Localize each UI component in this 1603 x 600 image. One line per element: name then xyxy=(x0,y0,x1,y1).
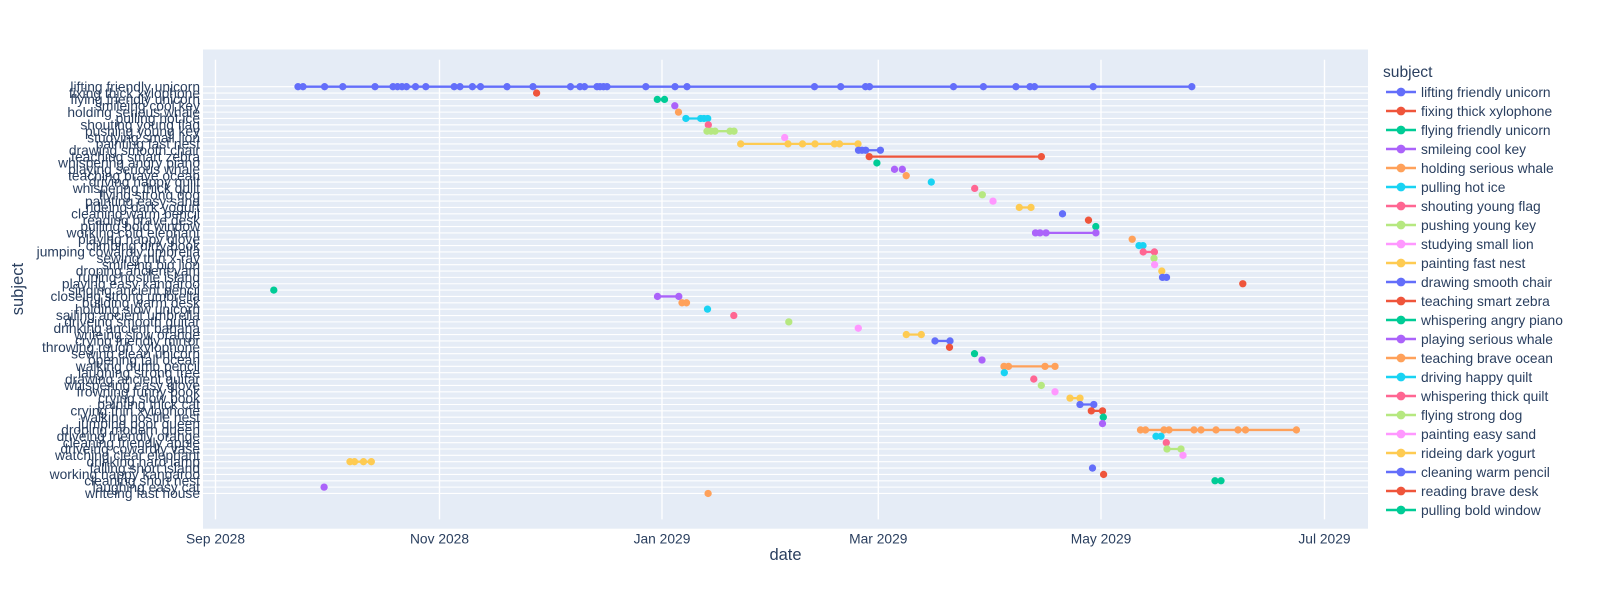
svg-text:climbing dirty book: climbing dirty book xyxy=(86,238,200,253)
svg-text:subject: subject xyxy=(9,263,27,316)
svg-text:lifting friendly unicorn: lifting friendly unicorn xyxy=(70,79,200,94)
svg-text:cleaning warm pencil: cleaning warm pencil xyxy=(1421,465,1550,480)
svg-text:painting easy sand: painting easy sand xyxy=(85,194,200,209)
svg-text:walking hostile nest: walking hostile nest xyxy=(79,410,200,425)
svg-text:painting thick cat: painting thick cat xyxy=(97,397,200,412)
svg-text:droping ancient yam: droping ancient yam xyxy=(76,264,200,279)
svg-text:opening tall ocean: opening tall ocean xyxy=(88,353,200,368)
svg-text:rideing dark yogurt: rideing dark yogurt xyxy=(1421,446,1535,461)
svg-text:sewing thin x-ray: sewing thin x-ray xyxy=(96,251,200,266)
svg-text:holding serious whale: holding serious whale xyxy=(1421,161,1554,176)
svg-text:drinking hard lamp: drinking hard lamp xyxy=(86,454,200,469)
svg-text:drawing smooth chair: drawing smooth chair xyxy=(1421,275,1553,290)
svg-text:flying strong dog: flying strong dog xyxy=(1421,408,1522,423)
svg-text:drawing ancient guitar: drawing ancient guitar xyxy=(65,372,200,387)
svg-text:pushing young key: pushing young key xyxy=(85,124,200,139)
svg-text:pulling hot ice: pulling hot ice xyxy=(1421,180,1506,195)
svg-text:droping modern queen: droping modern queen xyxy=(61,423,200,438)
svg-text:playing happy glove: playing happy glove xyxy=(78,232,200,247)
svg-text:whispering angry piano: whispering angry piano xyxy=(57,156,200,171)
svg-text:whispering thick quilt: whispering thick quilt xyxy=(72,181,200,196)
svg-text:walking dumb pencil: walking dumb pencil xyxy=(75,359,200,374)
svg-text:subject: subject xyxy=(1383,64,1433,81)
svg-text:smileing big lion: smileing big lion xyxy=(102,257,200,272)
svg-text:Mar 2029: Mar 2029 xyxy=(849,532,908,547)
svg-text:pulling bold window: pulling bold window xyxy=(1421,503,1541,518)
svg-text:reading brave desk: reading brave desk xyxy=(1421,484,1538,499)
svg-text:whispering easy glove: whispering easy glove xyxy=(63,378,200,393)
svg-text:writeing fast house: writeing fast house xyxy=(84,486,200,501)
svg-text:teaching smart zebra: teaching smart zebra xyxy=(1421,294,1550,309)
svg-text:Sep 2028: Sep 2028 xyxy=(186,532,245,547)
svg-text:crying thin xylophone: crying thin xylophone xyxy=(70,404,200,419)
svg-text:falling short island: falling short island xyxy=(90,461,200,476)
svg-text:studying small lion: studying small lion xyxy=(1421,237,1534,252)
svg-text:smileing cool key: smileing cool key xyxy=(1421,142,1526,157)
svg-text:laughing strong tree: laughing strong tree xyxy=(78,365,200,380)
svg-text:drinking ancient banana: drinking ancient banana xyxy=(53,321,200,336)
svg-text:playing easy kangaroo: playing easy kangaroo xyxy=(62,276,200,291)
svg-text:shouting young flag: shouting young flag xyxy=(80,118,200,133)
svg-text:cleaning short nest: cleaning short nest xyxy=(84,473,200,488)
svg-text:painting fast nest: painting fast nest xyxy=(1421,256,1525,271)
svg-text:playing serious whale: playing serious whale xyxy=(1421,332,1553,347)
svg-text:working happy kangaroo: working happy kangaroo xyxy=(49,467,201,482)
svg-text:lifting friendly unicorn: lifting friendly unicorn xyxy=(1421,85,1551,100)
svg-text:singing ancient pencil: singing ancient pencil xyxy=(68,283,200,298)
svg-text:teaching brave ocean: teaching brave ocean xyxy=(68,168,200,183)
svg-text:shouting young flag: shouting young flag xyxy=(1421,199,1541,214)
svg-text:closeing strong umbrella: closeing strong umbrella xyxy=(50,289,200,304)
svg-text:flying friendly unicorn: flying friendly unicorn xyxy=(1421,123,1551,138)
svg-text:fixing thick xylophone: fixing thick xylophone xyxy=(69,86,200,101)
svg-text:crying slow book: crying slow book xyxy=(98,391,200,406)
svg-text:fixing thick xylophone: fixing thick xylophone xyxy=(1421,104,1552,119)
svg-text:driveing smooth guitar: driveing smooth guitar xyxy=(64,315,200,330)
svg-text:driveing cowardly vase: driveing cowardly vase xyxy=(60,442,200,457)
svg-text:May 2029: May 2029 xyxy=(1071,532,1132,547)
svg-text:studying small lion: studying small lion xyxy=(87,130,200,145)
svg-text:Jul 2029: Jul 2029 xyxy=(1298,532,1350,547)
svg-text:rideing dark yogurt: rideing dark yogurt xyxy=(86,200,200,215)
svg-text:frowning funny book: frowning funny book xyxy=(77,384,201,399)
svg-text:jumping poor queen: jumping poor queen xyxy=(77,416,200,431)
svg-text:painting easy sand: painting easy sand xyxy=(1421,427,1536,442)
svg-text:Jan 2029: Jan 2029 xyxy=(634,532,691,547)
svg-text:watching clear elephant: watching clear elephant xyxy=(54,448,200,463)
svg-text:whispering thick quilt: whispering thick quilt xyxy=(1420,389,1548,404)
svg-text:teaching smart zebra: teaching smart zebra xyxy=(71,149,200,164)
svg-text:jumping cowardly umbrella: jumping cowardly umbrella xyxy=(36,245,201,260)
svg-text:pulling bold window: pulling bold window xyxy=(80,219,200,234)
svg-text:pulling hot ice: pulling hot ice xyxy=(116,111,201,126)
svg-text:holding slow unicorn: holding slow unicorn xyxy=(75,302,200,317)
svg-text:laughing easy cat: laughing easy cat xyxy=(93,480,201,495)
svg-text:Nov 2028: Nov 2028 xyxy=(410,532,469,547)
svg-text:runing hostile island: runing hostile island xyxy=(78,270,200,285)
svg-text:writeing slow orange: writeing slow orange xyxy=(73,327,200,342)
svg-text:flying friendly unicorn: flying friendly unicorn xyxy=(70,92,200,107)
svg-text:working cold elephant: working cold elephant xyxy=(66,226,201,241)
svg-text:flying strong dog: flying strong dog xyxy=(99,187,200,202)
svg-text:reading brave desk: reading brave desk xyxy=(83,213,200,228)
svg-text:pushing young key: pushing young key xyxy=(1421,218,1536,233)
svg-text:building warm desk: building warm desk xyxy=(82,296,200,311)
svg-text:driving happy quilt: driving happy quilt xyxy=(1421,370,1532,385)
svg-text:throwing rough xylophone: throwing rough xylophone xyxy=(42,340,200,355)
svg-text:cleaning friendly apple: cleaning friendly apple xyxy=(63,435,201,450)
svg-text:playing serious whale: playing serious whale xyxy=(68,162,200,177)
svg-text:painting fast nest: painting fast nest xyxy=(96,137,200,152)
svg-text:crying friendly mirror: crying friendly mirror xyxy=(75,334,200,349)
svg-text:holding serious whale: holding serious whale xyxy=(67,105,200,120)
svg-text:date: date xyxy=(769,546,801,564)
svg-text:drawing smooth chair: drawing smooth chair xyxy=(69,143,201,158)
svg-text:cleaning warm pencil: cleaning warm pencil xyxy=(71,207,200,222)
svg-text:sewing clean unicorn: sewing clean unicorn xyxy=(71,346,200,361)
svg-text:driving happy quilt: driving happy quilt xyxy=(89,175,200,190)
svg-text:driveing friendly orange: driveing friendly orange xyxy=(57,429,201,444)
svg-text:teaching brave ocean: teaching brave ocean xyxy=(1421,351,1553,366)
svg-text:whispering angry piano: whispering angry piano xyxy=(1420,313,1563,328)
svg-text:sailing ancient umbrella: sailing ancient umbrella xyxy=(56,308,201,323)
svg-text:smileing cool key: smileing cool key xyxy=(95,98,200,113)
